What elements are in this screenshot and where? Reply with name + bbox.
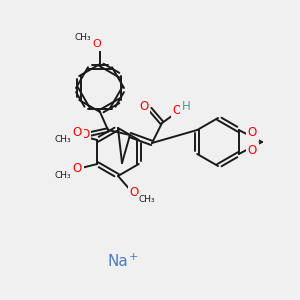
Text: O: O [129, 187, 139, 200]
Text: O: O [73, 127, 82, 140]
Text: O: O [248, 127, 257, 140]
Text: O: O [172, 104, 182, 118]
Text: O: O [140, 100, 148, 113]
Text: CH₃: CH₃ [139, 196, 155, 205]
Text: H: H [182, 100, 190, 112]
Text: +: + [128, 252, 138, 262]
Text: O: O [73, 161, 82, 175]
Text: Na: Na [108, 254, 128, 269]
Text: CH₃: CH₃ [55, 170, 71, 179]
Text: CH₃: CH₃ [55, 134, 71, 143]
Text: CH₃: CH₃ [75, 34, 91, 43]
Text: O: O [80, 128, 90, 142]
Text: O: O [93, 39, 101, 49]
Text: O: O [248, 145, 257, 158]
